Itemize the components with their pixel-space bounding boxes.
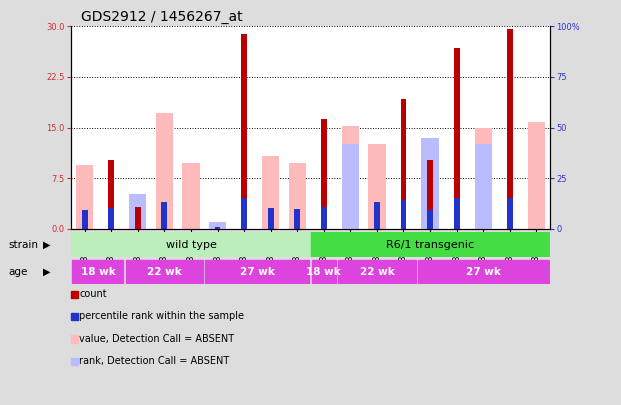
- Bar: [474, 128, 492, 229]
- Text: ▶: ▶: [43, 267, 50, 277]
- Bar: [108, 207, 114, 229]
- Text: 22 wk: 22 wk: [147, 267, 182, 277]
- Bar: [82, 210, 88, 229]
- Text: 27 wk: 27 wk: [240, 267, 275, 277]
- Bar: [262, 156, 279, 229]
- Bar: [507, 198, 513, 229]
- Bar: [418, 260, 548, 283]
- Bar: [206, 260, 309, 283]
- Bar: [374, 202, 380, 229]
- Bar: [422, 138, 438, 229]
- Bar: [215, 227, 220, 229]
- Bar: [474, 145, 492, 229]
- Bar: [241, 198, 247, 229]
- Text: 27 wk: 27 wk: [466, 267, 501, 277]
- Bar: [427, 160, 433, 229]
- Bar: [368, 145, 386, 229]
- Text: value, Detection Call = ABSENT: value, Detection Call = ABSENT: [79, 334, 234, 343]
- Bar: [401, 99, 406, 229]
- Bar: [183, 163, 199, 229]
- Text: rank, Detection Call = ABSENT: rank, Detection Call = ABSENT: [79, 356, 230, 366]
- Bar: [76, 165, 93, 229]
- Bar: [312, 260, 336, 283]
- Text: strain: strain: [8, 240, 38, 249]
- Bar: [528, 122, 545, 229]
- Bar: [71, 232, 310, 257]
- Bar: [342, 126, 359, 229]
- Text: ▶: ▶: [43, 240, 50, 249]
- Bar: [161, 202, 167, 229]
- Bar: [135, 207, 141, 229]
- Bar: [156, 113, 173, 229]
- Bar: [289, 163, 306, 229]
- Bar: [294, 209, 300, 229]
- Bar: [108, 160, 114, 229]
- Bar: [241, 34, 247, 229]
- Bar: [129, 207, 147, 229]
- Bar: [321, 119, 327, 229]
- Bar: [507, 29, 513, 229]
- Bar: [310, 232, 550, 257]
- Text: age: age: [8, 267, 27, 277]
- Bar: [454, 48, 460, 229]
- Bar: [73, 260, 124, 283]
- Text: count: count: [79, 289, 107, 299]
- Bar: [129, 194, 147, 229]
- Bar: [209, 222, 226, 229]
- Text: R6/1 transgenic: R6/1 transgenic: [386, 240, 474, 249]
- Bar: [401, 200, 406, 229]
- Bar: [427, 210, 433, 229]
- Text: 18 wk: 18 wk: [306, 267, 341, 277]
- Bar: [125, 260, 203, 283]
- Bar: [454, 198, 460, 229]
- Text: wild type: wild type: [166, 240, 216, 249]
- Bar: [268, 208, 274, 229]
- Text: 22 wk: 22 wk: [360, 267, 394, 277]
- Bar: [342, 145, 359, 229]
- Text: percentile rank within the sample: percentile rank within the sample: [79, 311, 244, 321]
- Bar: [321, 207, 327, 229]
- Bar: [338, 260, 415, 283]
- Text: 18 wk: 18 wk: [81, 267, 116, 277]
- Text: GDS2912 / 1456267_at: GDS2912 / 1456267_at: [81, 10, 242, 24]
